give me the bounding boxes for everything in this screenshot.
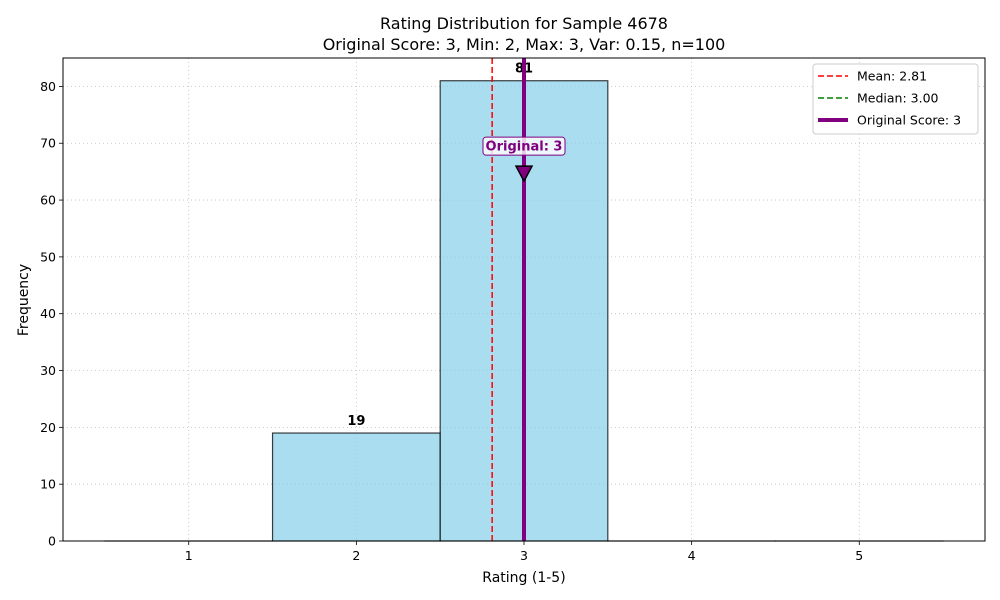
y-tick-label: 20 bbox=[40, 420, 56, 435]
legend-label: Mean: 2.81 bbox=[857, 69, 927, 84]
x-tick-label: 5 bbox=[855, 548, 863, 563]
annotation-box bbox=[482, 136, 566, 156]
y-tick-label: 70 bbox=[40, 136, 56, 151]
x-axis: 1 2 3 4 5 bbox=[185, 541, 863, 563]
annotation-arrow bbox=[514, 165, 534, 183]
legend: Mean: 2.81 Median: 3.00 Original Score: 3 bbox=[812, 63, 979, 135]
chart-subtitle: Original Score: 3, Min: 2, Max: 3, Var: … bbox=[323, 35, 726, 54]
x-tick-label: 2 bbox=[352, 548, 360, 563]
chart-title: Rating Distribution for Sample 4678 bbox=[380, 14, 668, 33]
x-axis-label: Rating (1-5) bbox=[482, 570, 565, 586]
bar-label: 19 bbox=[347, 414, 365, 429]
legend-label: Median: 3.00 bbox=[857, 91, 939, 106]
y-tick-label: 40 bbox=[40, 306, 56, 321]
annotation-text: Original: 3 bbox=[486, 140, 563, 155]
x-tick-label: 3 bbox=[520, 548, 528, 563]
y-axis-label: Frequency bbox=[16, 264, 32, 336]
y-axis: 0 10 20 30 40 50 60 70 80 bbox=[40, 79, 63, 549]
y-tick-label: 50 bbox=[40, 249, 56, 264]
legend-label: Original Score: 3 bbox=[857, 113, 961, 128]
bar bbox=[271, 432, 441, 542]
legend-box bbox=[812, 63, 979, 135]
y-tick-label: 10 bbox=[40, 477, 56, 492]
y-tick-label: 80 bbox=[40, 79, 56, 94]
original-score-annotation: Original: 3 bbox=[482, 136, 566, 183]
x-tick-label: 4 bbox=[688, 548, 696, 563]
y-tick-label: 0 bbox=[48, 534, 56, 549]
y-tick-label: 60 bbox=[40, 193, 56, 208]
y-tick-label: 30 bbox=[40, 363, 56, 378]
x-tick-label: 1 bbox=[185, 548, 193, 563]
